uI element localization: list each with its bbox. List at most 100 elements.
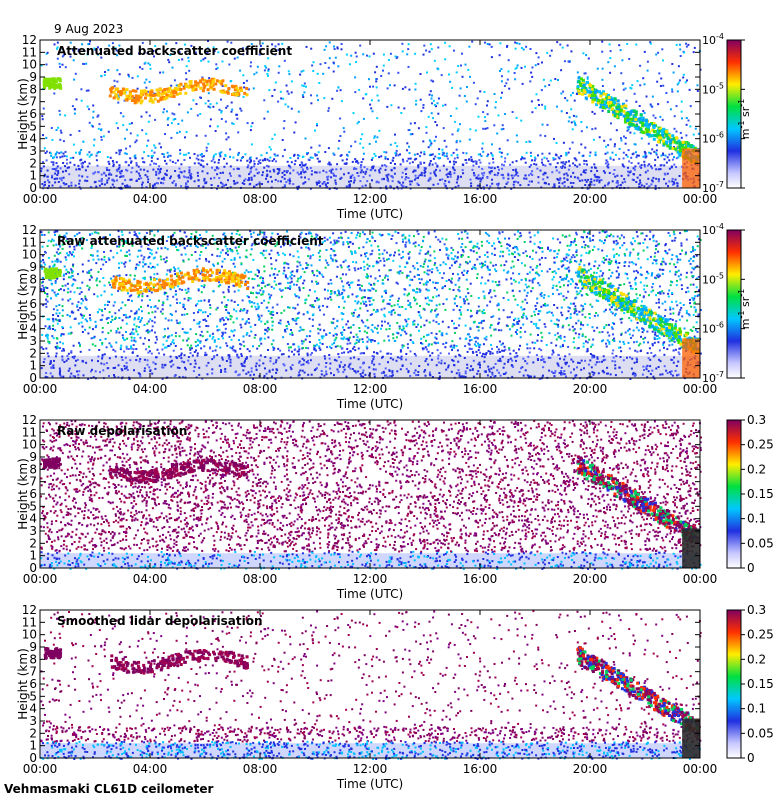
noise-pixel [566, 174, 569, 177]
noise-pixel [223, 165, 226, 168]
noise-pixel [580, 173, 583, 176]
cloud-pixel [676, 150, 680, 154]
noise-pixel [535, 324, 538, 327]
noise-pixel [260, 320, 263, 323]
noise-pixel [239, 107, 242, 110]
noise-pixel [524, 174, 527, 177]
noise-pixel [425, 283, 428, 286]
noise-pixel [69, 157, 72, 160]
noise-pixel [112, 161, 115, 164]
noise-pixel [514, 67, 517, 70]
noise-pixel [340, 100, 343, 103]
cloud-pixel [658, 129, 662, 133]
noise-pixel [239, 159, 242, 162]
noise-pixel [315, 236, 318, 239]
noise-pixel [531, 159, 533, 162]
cloud-pixel [640, 130, 644, 134]
noise-pixel [578, 151, 581, 154]
noise-pixel [636, 321, 639, 324]
noise-pixel [185, 72, 187, 75]
noise-pixel [642, 110, 645, 112]
noise-pixel [69, 276, 72, 279]
noise-pixel [147, 90, 150, 93]
noise-pixel [84, 160, 86, 163]
cloud-pixel [591, 95, 595, 99]
noise-pixel [141, 310, 143, 313]
noise-pixel [312, 254, 315, 257]
noise-pixel [492, 161, 495, 164]
noise-pixel [554, 158, 557, 161]
noise-pixel [562, 162, 565, 165]
noise-pixel [106, 181, 109, 184]
noise-pixel [61, 327, 64, 330]
y-tick-label: 11 [22, 45, 37, 59]
noise-pixel [359, 373, 362, 376]
noise-pixel [136, 236, 139, 239]
noise-pixel [440, 362, 443, 365]
noise-pixel [594, 175, 597, 178]
noise-pixel [558, 181, 561, 184]
noise-pixel [653, 336, 656, 339]
noise-pixel [377, 181, 380, 184]
noise-pixel [159, 171, 162, 174]
noise-pixel [567, 168, 570, 171]
noise-pixel [186, 180, 189, 183]
noise-pixel [173, 180, 176, 183]
noise-pixel [523, 177, 526, 180]
noise-pixel [208, 260, 211, 263]
noise-pixel [44, 375, 47, 378]
noise-pixel [170, 175, 172, 178]
noise-pixel [206, 51, 209, 54]
cloud-pixel [613, 114, 617, 118]
noise-pixel [172, 118, 175, 121]
cloud-pixel [666, 137, 670, 141]
noise-pixel [457, 184, 460, 187]
noise-pixel [111, 183, 114, 186]
noise-pixel [515, 134, 518, 137]
noise-pixel [380, 155, 383, 158]
noise-pixel [575, 115, 578, 118]
noise-pixel [495, 101, 497, 104]
noise-pixel [369, 339, 372, 342]
noise-pixel [665, 92, 668, 94]
noise-pixel [682, 73, 685, 76]
noise-pixel [668, 289, 671, 292]
noise-pixel [585, 180, 588, 183]
noise-pixel [296, 265, 299, 268]
cloud-pixel [613, 109, 617, 113]
noise-pixel [296, 280, 299, 283]
noise-pixel [111, 178, 114, 181]
noise-pixel [359, 352, 362, 355]
noise-pixel [258, 284, 260, 287]
cloud-pixel [602, 90, 605, 94]
noise-pixel [106, 304, 109, 306]
noise-pixel [133, 278, 136, 281]
noise-pixel [451, 133, 454, 136]
noise-pixel [334, 254, 337, 257]
noise-pixel [334, 56, 337, 59]
noise-pixel [117, 376, 120, 379]
cloud-pixel [653, 133, 657, 137]
noise-pixel [493, 173, 496, 176]
noise-pixel [622, 164, 625, 167]
noise-pixel [63, 265, 66, 268]
noise-pixel [48, 318, 51, 321]
noise-pixel [447, 257, 450, 260]
noise-pixel [197, 344, 199, 347]
noise-pixel [644, 154, 647, 157]
noise-pixel [528, 375, 530, 378]
noise-pixel [668, 153, 671, 156]
x-tick-label: 16:00 [463, 192, 498, 206]
noise-pixel [236, 117, 239, 120]
cloud-pixel [45, 77, 49, 81]
noise-pixel [124, 184, 127, 187]
noise-pixel [618, 284, 621, 287]
noise-pixel [147, 139, 150, 142]
cloud-pixel [609, 104, 613, 108]
noise-pixel [291, 318, 294, 320]
noise-pixel [56, 47, 58, 50]
noise-pixel [508, 237, 511, 240]
noise-pixel [61, 55, 64, 58]
noise-pixel [113, 301, 116, 304]
noise-pixel [234, 246, 237, 249]
